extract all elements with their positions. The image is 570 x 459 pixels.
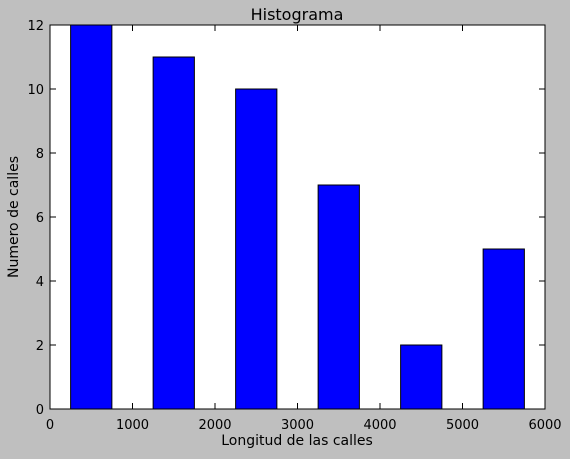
plot-area [50,25,545,409]
ticks-group: 0 1000 2000 3000 4000 5000 6000 0 2 4 6 8 10 12 [27,19,561,433]
y-tick-label-0: 0 [36,403,44,418]
x-tick-label-1: 1000 [116,418,149,433]
y-tick-label-3: 6 [36,211,44,226]
y-tick-label-4: 8 [36,147,44,162]
bar-3 [317,184,360,410]
plot-frame [49,24,546,410]
x-tick-label-5: 5000 [446,418,479,433]
y-tick-label-6: 12 [27,19,44,34]
y-axis-label: Numero de calles [6,156,22,278]
bar-1 [152,56,195,410]
bar-4 [400,344,443,410]
bar-0 [70,24,113,410]
y-tick-label-1: 2 [36,339,44,354]
x-axis-label: Longitud de las calles [221,433,373,449]
bar-2 [235,88,278,410]
bars-group [70,24,525,410]
x-tick-label-4: 4000 [363,418,396,433]
x-tick-label-6: 6000 [528,418,561,433]
x-tick-label-0: 0 [46,418,54,433]
y-tick-label-5: 10 [27,83,44,98]
bar-5 [482,248,525,410]
x-tick-label-3: 3000 [281,418,314,433]
chart-title: Histograma [251,5,344,24]
x-tick-label-2: 2000 [198,418,231,433]
y-tick-label-2: 4 [36,275,44,290]
